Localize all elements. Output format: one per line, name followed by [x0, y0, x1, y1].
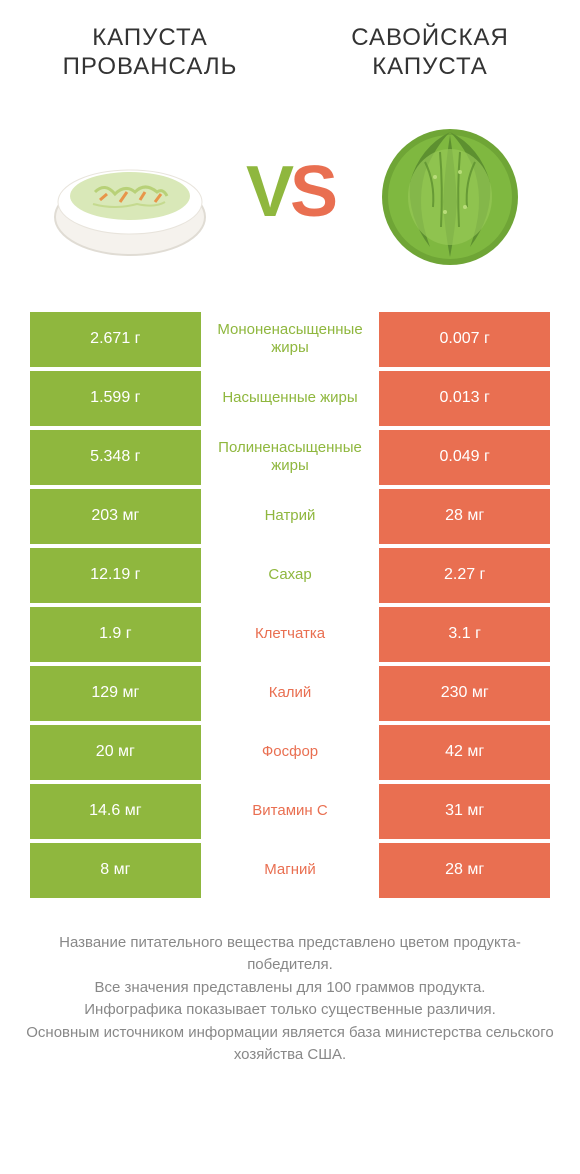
- vs-v: V: [246, 152, 290, 232]
- left-value-cell: 5.348 г: [30, 430, 201, 485]
- nutrient-label-cell: Калий: [201, 666, 380, 721]
- vs-s: S: [290, 152, 334, 232]
- product-images-row: VS: [0, 92, 580, 312]
- left-product-image: [40, 102, 220, 282]
- left-value-cell: 8 мг: [30, 843, 201, 898]
- nutrient-label-cell: Натрий: [201, 489, 380, 544]
- table-row: 1.599 гНасыщенные жиры0.013 г: [30, 371, 550, 426]
- nutrient-label-cell: Мононенасыщенные жиры: [201, 312, 380, 367]
- right-product-title: САВОЙСКАЯ КАПУСТА: [310, 24, 550, 82]
- right-value-cell: 28 мг: [379, 489, 550, 544]
- right-product-image: [360, 102, 540, 282]
- right-value-cell: 0.013 г: [379, 371, 550, 426]
- nutrient-label-cell: Насыщенные жиры: [201, 371, 380, 426]
- nutrient-label-cell: Сахар: [201, 548, 380, 603]
- footer-notes: Название питательного вещества представл…: [0, 902, 580, 1067]
- footer-line-1: Название питательного вещества представл…: [24, 932, 556, 977]
- left-value-cell: 203 мг: [30, 489, 201, 544]
- right-value-cell: 0.049 г: [379, 430, 550, 485]
- table-row: 12.19 гСахар2.27 г: [30, 548, 550, 603]
- header: КАПУСТА ПРОВАНСАЛЬ САВОЙСКАЯ КАПУСТА: [0, 0, 580, 92]
- nutrient-label-cell: Клетчатка: [201, 607, 380, 662]
- table-row: 1.9 гКлетчатка3.1 г: [30, 607, 550, 662]
- vs-label: VS: [246, 151, 334, 233]
- right-value-cell: 3.1 г: [379, 607, 550, 662]
- right-value-cell: 28 мг: [379, 843, 550, 898]
- right-value-cell: 2.27 г: [379, 548, 550, 603]
- table-row: 8 мгМагний28 мг: [30, 843, 550, 898]
- table-row: 2.671 гМононенасыщенные жиры0.007 г: [30, 312, 550, 367]
- left-value-cell: 12.19 г: [30, 548, 201, 603]
- nutrient-label-cell: Полиненасыщенные жиры: [201, 430, 380, 485]
- footer-line-4: Основным источником информации является …: [24, 1022, 556, 1067]
- left-value-cell: 14.6 мг: [30, 784, 201, 839]
- footer-line-2: Все значения представлены для 100 граммо…: [24, 977, 556, 1000]
- table-row: 203 мгНатрий28 мг: [30, 489, 550, 544]
- nutrient-label-cell: Фосфор: [201, 725, 380, 780]
- left-value-cell: 1.9 г: [30, 607, 201, 662]
- table-row: 14.6 мгВитамин C31 мг: [30, 784, 550, 839]
- left-value-cell: 129 мг: [30, 666, 201, 721]
- left-value-cell: 20 мг: [30, 725, 201, 780]
- right-value-cell: 230 мг: [379, 666, 550, 721]
- right-value-cell: 0.007 г: [379, 312, 550, 367]
- left-product-title: КАПУСТА ПРОВАНСАЛЬ: [30, 24, 270, 82]
- comparison-table: 2.671 гМононенасыщенные жиры0.007 г1.599…: [0, 312, 580, 898]
- table-row: 20 мгФосфор42 мг: [30, 725, 550, 780]
- right-value-cell: 31 мг: [379, 784, 550, 839]
- table-row: 5.348 гПолиненасыщенные жиры0.049 г: [30, 430, 550, 485]
- footer-line-3: Инфографика показывает только существенн…: [24, 999, 556, 1022]
- left-value-cell: 2.671 г: [30, 312, 201, 367]
- table-row: 129 мгКалий230 мг: [30, 666, 550, 721]
- nutrient-label-cell: Витамин C: [201, 784, 380, 839]
- left-value-cell: 1.599 г: [30, 371, 201, 426]
- nutrient-label-cell: Магний: [201, 843, 380, 898]
- right-value-cell: 42 мг: [379, 725, 550, 780]
